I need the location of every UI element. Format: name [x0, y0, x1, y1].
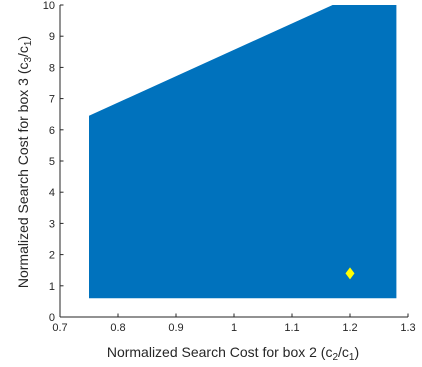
x-tick-label: 0.9	[168, 322, 183, 334]
x-axis-label-end: )	[354, 344, 359, 360]
y-tick-label: 6	[49, 125, 55, 137]
y-tick-label: 7	[49, 94, 55, 106]
y-axis-label: Normalized Search Cost for box 3 (c3/c1)	[15, 36, 34, 288]
x-tick-label: 1	[231, 322, 237, 334]
x-tick-label: 0.7	[52, 322, 67, 334]
y-tick-label: 0	[49, 312, 55, 324]
y-tick-label: 3	[49, 218, 55, 230]
y-axis-label-sub1: 3	[23, 57, 34, 63]
axes: 0.7 0.8 0.9 1 1.1 1.2 1.3 0 1 2 3 4 5 6 7 8 9 10	[43, 0, 416, 334]
y-tick-label: 8	[49, 62, 55, 74]
feasible-region	[89, 5, 397, 299]
y-tick-label: 9	[49, 31, 55, 43]
y-axis-label-end: )	[15, 36, 31, 41]
plot-area	[89, 5, 397, 299]
y-tick-label: 10	[43, 0, 55, 12]
x-tick-label: 1.3	[400, 322, 415, 334]
y-tick-label: 5	[49, 156, 55, 168]
y-tick-label: 2	[49, 250, 55, 262]
y-tick-label: 4	[49, 187, 55, 199]
x-tick-label: 0.8	[110, 322, 125, 334]
y-tick-label: 1	[49, 281, 55, 293]
diamond-marker	[345, 267, 355, 280]
x-axis-label: Normalized Search Cost for box 2 (c2/c1)	[107, 344, 359, 363]
x-axis-label-sub1: 2	[332, 352, 338, 363]
x-axis-label-mid: /c	[338, 344, 349, 360]
y-axis-label-text: Normalized Search Cost for box 3 (c	[15, 63, 31, 289]
y-axis-label-mid: /c	[15, 46, 31, 57]
x-ticks: 0.7 0.8 0.9 1 1.1 1.2 1.3	[52, 313, 416, 334]
x-tick-label: 1.2	[342, 322, 357, 334]
y-axis-label-sub2: 1	[23, 40, 34, 46]
x-axis-label-sub2: 1	[349, 352, 355, 363]
y-ticks: 0 1 2 3 4 5 6 7 8 9 10	[43, 0, 64, 324]
x-axis-label-text: Normalized Search Cost for box 2 (c	[107, 344, 333, 360]
x-tick-label: 1.1	[284, 322, 299, 334]
